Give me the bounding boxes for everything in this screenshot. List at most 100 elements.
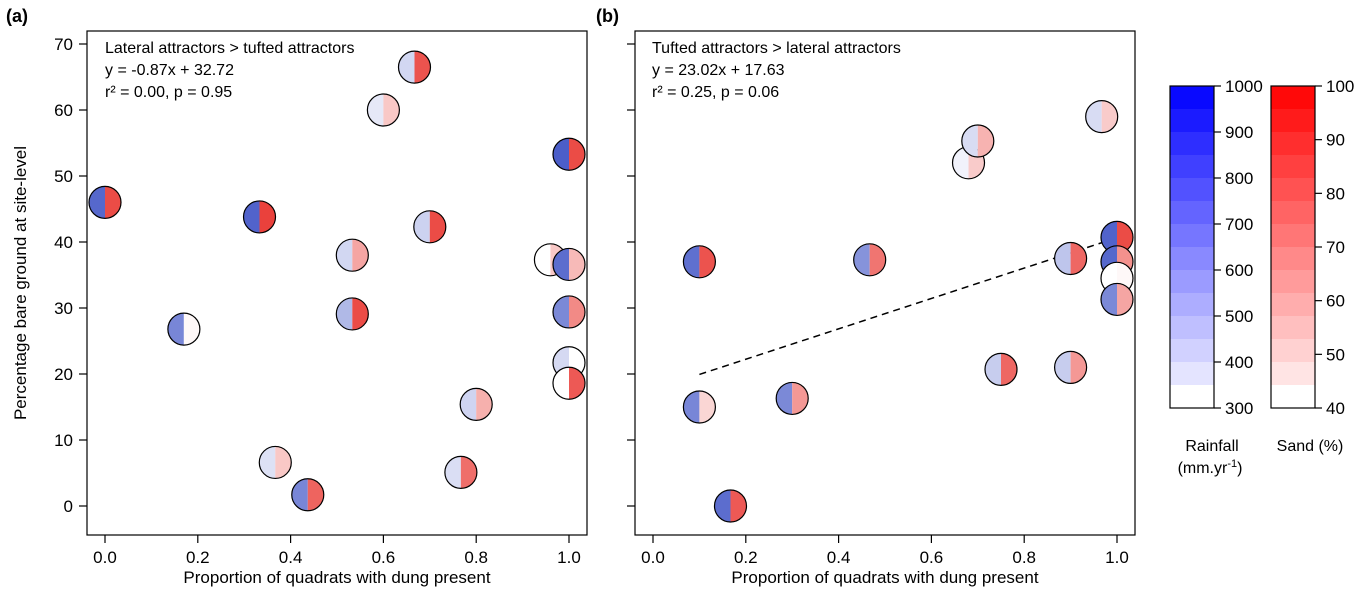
point-rainfall-half: [776, 382, 793, 415]
point-rainfall-half: [553, 367, 569, 400]
y-tick-label: 20: [54, 365, 73, 384]
point-sand-half: [699, 391, 716, 423]
sand-colorbar-cells: [1271, 86, 1315, 409]
point-outline: [775, 381, 809, 416]
point-outline: [961, 124, 995, 158]
point-rainfall-half: [398, 51, 415, 84]
point-outline: [459, 387, 493, 421]
rainfall-colorbar-cells: [1170, 86, 1214, 409]
point-rainfall-half: [952, 146, 969, 179]
panel-b-plot-frame: [634, 30, 1136, 536]
colorbar-tick-label: 600: [1225, 261, 1253, 280]
data-point: [775, 381, 809, 416]
point-outline: [242, 200, 277, 234]
y-axis-title: Percentage bare ground at site-level: [11, 146, 30, 420]
colorbar-cell: [1170, 132, 1214, 156]
colorbar-cell: [1170, 270, 1214, 294]
point-sand-half: [1070, 242, 1087, 275]
point-sand-half: [1117, 221, 1133, 254]
x-tick-label: 0.0: [93, 548, 117, 567]
y-tick-label: 30: [54, 299, 73, 318]
colorbar-cell: [1170, 155, 1214, 179]
data-point: [459, 387, 493, 421]
point-outline: [682, 245, 717, 279]
point-outline: [335, 297, 369, 331]
data-point: [1085, 99, 1119, 134]
colorbar-cell: [1170, 224, 1214, 248]
y-tick-label: 40: [54, 233, 73, 252]
panel-b-points: [682, 99, 1134, 523]
colorbar-tick-label: 800: [1225, 169, 1253, 188]
colorbar-cell: [1170, 178, 1214, 202]
panel-b-label: (b): [596, 6, 619, 26]
rainfall-colorbar-title: Rainfall: [1185, 438, 1238, 455]
point-sand-half: [476, 388, 493, 421]
x-tick-label: 0.4: [279, 548, 303, 567]
x-tick-label: 0.2: [186, 548, 210, 567]
colorbar-cell: [1271, 293, 1315, 317]
point-rainfall-half: [1101, 221, 1117, 254]
colorbar-cell: [1271, 178, 1315, 202]
y-tick-label: 0: [64, 497, 73, 516]
panel-a-regression-stats: r² = 0.00, p = 0.95: [105, 84, 232, 101]
data-point: [1053, 350, 1088, 384]
point-sand-half: [429, 210, 446, 243]
panel-b-y-axis: [627, 43, 635, 507]
point-outline: [984, 352, 1018, 386]
colorbar-cell: [1271, 201, 1315, 225]
point-rainfall-half: [714, 490, 731, 522]
colorbar-tick-label: 700: [1225, 215, 1253, 234]
data-point: [961, 124, 995, 158]
colorbar-tick-label: 40: [1326, 399, 1345, 418]
point-sand-half: [792, 382, 809, 415]
colorbar-tick-label: 300: [1225, 399, 1253, 418]
point-rainfall-half: [683, 391, 700, 423]
data-point: [335, 238, 369, 272]
point-sand-half: [730, 490, 747, 522]
point-rainfall-half: [853, 243, 870, 276]
data-point: [1100, 282, 1134, 317]
point-rainfall-half: [336, 297, 353, 330]
x-tick-label: 0.2: [734, 548, 758, 567]
point-sand-half: [569, 295, 585, 328]
colorbar-tick-label: 90: [1326, 131, 1345, 150]
panel-b-regression-equation: y = 23.02x + 17.63: [652, 62, 785, 79]
colorbar-cell: [1271, 339, 1315, 363]
panel-b-regression-stats: r² = 0.25, p = 0.06: [652, 84, 779, 101]
colorbar-cell: [1170, 362, 1214, 386]
rainfall-colorbar-frame: [1169, 85, 1215, 409]
point-sand-half: [307, 478, 324, 511]
point-sand-half: [1101, 100, 1118, 133]
x-tick-label: 0.8: [1012, 548, 1036, 567]
colorbar-cell: [1170, 247, 1214, 271]
panel-a-points: [88, 50, 586, 512]
x-tick-label: 1.0: [557, 548, 581, 567]
point-rainfall-half: [367, 94, 384, 126]
colorbar-cell: [1271, 270, 1315, 294]
colorbar-tick-label: 900: [1225, 123, 1253, 142]
y-tick-label: 60: [54, 101, 73, 120]
point-sand-half: [1001, 353, 1017, 386]
colorbar-cell: [1170, 109, 1214, 133]
panel-a-plot-frame: [86, 30, 588, 536]
colorbar-tick-label: 60: [1326, 292, 1345, 311]
point-outline: [335, 238, 369, 272]
colorbar-cell: [1170, 316, 1214, 340]
colorbar-cell: [1271, 362, 1315, 386]
point-outline: [1053, 350, 1088, 384]
rainfall-colorbar-ticks: 1000 900 800 700 600 500 400 300: [1214, 77, 1263, 418]
data-point: [552, 247, 586, 282]
panel-a: (a) 0 10 20 30 40 50 60 70 0.0 0.2 0.4 0.6 0.8 1.0 L…: [6, 6, 588, 587]
point-rainfall-half: [1101, 283, 1117, 316]
panel-a-regression-equation: y = -0.87x + 32.72: [105, 62, 234, 79]
data-point: [984, 352, 1018, 386]
point-outline: [258, 445, 292, 480]
point-outline: [552, 295, 586, 329]
colorbar-cell: [1271, 247, 1315, 271]
x-tick-label: 0.4: [827, 548, 851, 567]
point-rainfall-half: [259, 446, 276, 479]
point-rainfall-half: [460, 388, 477, 421]
point-rainfall-half: [291, 478, 308, 511]
point-outline: [167, 312, 201, 346]
x-tick-label: 0.6: [372, 548, 396, 567]
